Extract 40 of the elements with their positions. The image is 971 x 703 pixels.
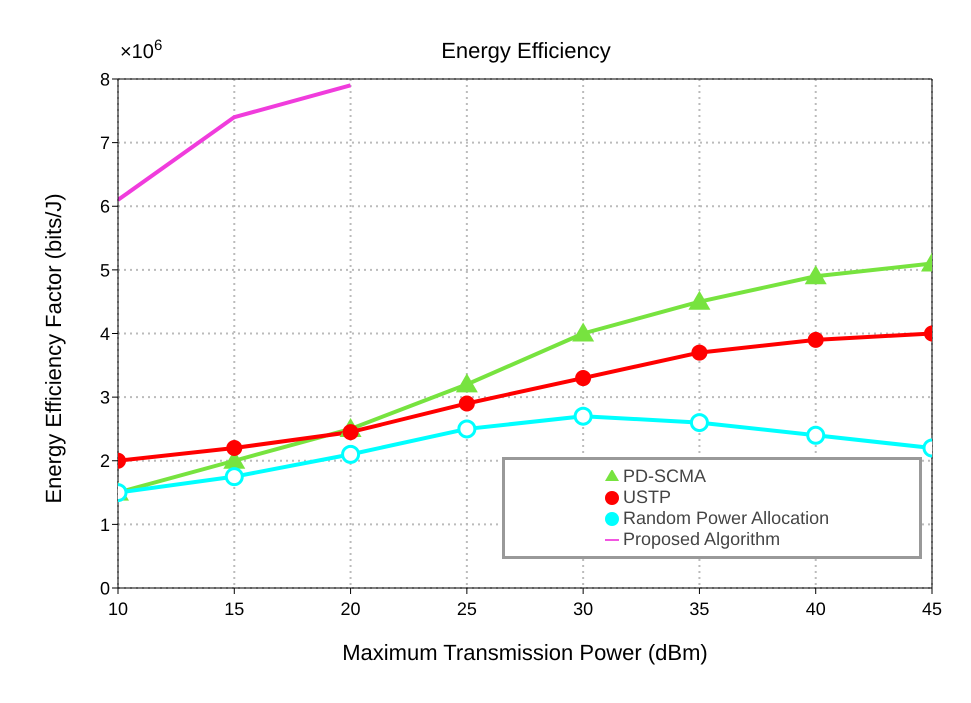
point <box>808 332 824 348</box>
y-axis-title: Energy Efficiency Factor (bits/J) <box>40 193 66 504</box>
x-tick-label: 20 <box>340 598 361 619</box>
point <box>574 406 593 426</box>
point <box>688 290 710 310</box>
point <box>575 370 592 386</box>
point <box>457 419 476 438</box>
legend-label: Proposed Algorithm <box>623 529 780 549</box>
point <box>691 344 708 361</box>
x-tick-label: 35 <box>689 598 710 619</box>
legend-label: Random Power Allocation <box>623 508 830 528</box>
y-tick-label: 5 <box>100 260 110 280</box>
x-tick-label: 30 <box>573 598 594 619</box>
point <box>804 265 827 284</box>
y-tick-label: 7 <box>100 133 110 154</box>
y-tick-label: 8 <box>100 69 110 90</box>
x-tick-label: 10 <box>108 598 128 619</box>
point <box>806 426 826 445</box>
point <box>341 444 360 464</box>
y-tick-label: 6 <box>100 196 110 217</box>
x-tick-label: 40 <box>806 598 826 619</box>
legend-label: PD-SCMA <box>623 466 706 486</box>
y-tick-label: 1 <box>100 514 110 535</box>
chart-title: Energy Efficiency <box>441 38 611 63</box>
text: ×10$^{6}$ <box>120 36 162 63</box>
point <box>690 413 709 432</box>
x-tick-label: 45 <box>922 598 942 619</box>
y-tick-label: 2 <box>100 451 110 472</box>
x-tick-label: 15 <box>224 598 244 619</box>
legend-label: USTP <box>623 487 672 507</box>
point <box>226 440 242 456</box>
point <box>224 467 244 486</box>
point <box>456 373 478 392</box>
point <box>458 395 475 412</box>
y-tick-label: 0 <box>100 578 110 598</box>
y-tick-label: 3 <box>100 388 110 408</box>
x-tick-label: 25 <box>456 598 477 619</box>
x-axis-title: Maximum Transmission Power (dBm) <box>342 640 708 665</box>
point <box>572 322 594 342</box>
y-tick-label: 4 <box>100 324 110 344</box>
